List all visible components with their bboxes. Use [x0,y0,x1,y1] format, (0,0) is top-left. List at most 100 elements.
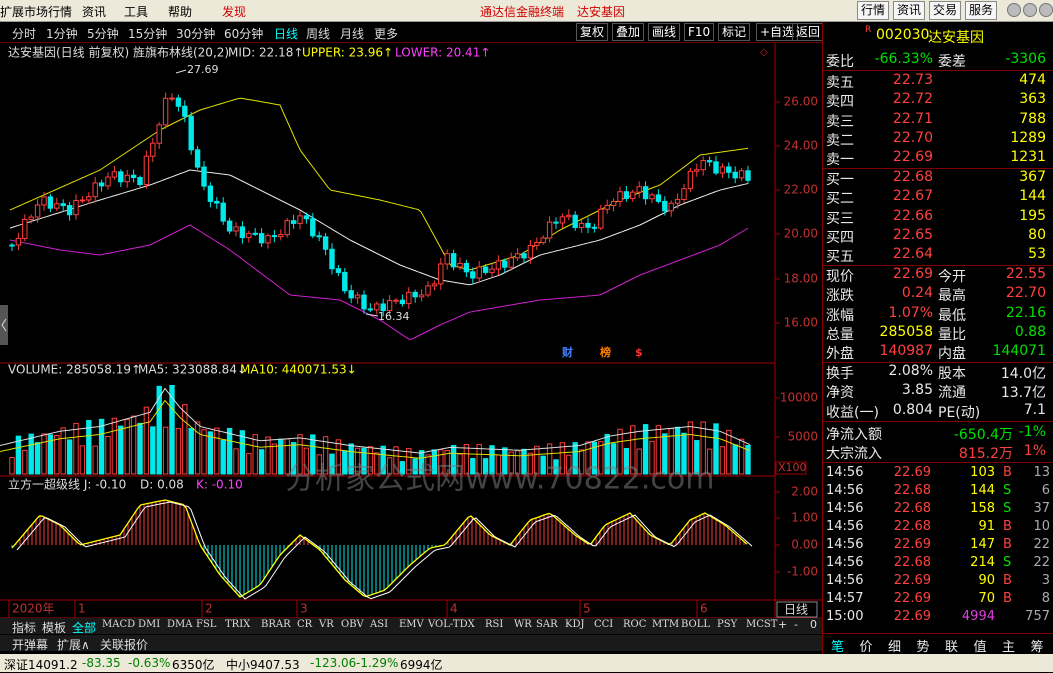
tool-button[interactable]: +自选 [756,23,799,41]
indicator-tab[interactable]: PSY [717,619,738,630]
indicator-tab[interactable]: SAR [536,619,558,630]
candle-body [9,244,15,247]
price-tick-label: 16.00 [784,316,818,330]
candle-body [79,199,86,202]
candle-body [66,205,73,216]
candle-body [303,215,310,220]
window-control[interactable] [1039,3,1053,17]
trade-side: B [1003,573,1012,588]
period-button[interactable]: 1分钟 [46,27,78,41]
field-value: 140987 [879,343,933,360]
candle-body [28,216,34,220]
indicator-tab[interactable]: 指标 [12,621,37,635]
candle-body [367,308,374,311]
candle-body [425,285,431,296]
candle-body [265,235,271,244]
menu-item[interactable]: 扩展市场行情 [0,5,73,19]
indicator-tab[interactable]: WR [514,619,532,630]
window-control[interactable] [1007,3,1021,17]
candle-body [674,198,681,204]
zoom-control[interactable]: - [794,618,798,631]
bottom-tab[interactable]: 开弹幕 [12,638,49,652]
indicator-tab[interactable]: DMA [167,619,193,630]
indicator-tab[interactable]: 模板 [42,621,67,635]
period-button[interactable]: 60分钟 [224,27,264,41]
tool-button[interactable]: 画线 [648,23,681,41]
candle-body [655,194,662,202]
indicator-tab[interactable]: BOLL [681,619,711,630]
tool-button[interactable]: F10 [684,23,715,41]
bid-price: 22.67 [892,188,933,205]
indicator-tab[interactable]: DMI [138,619,161,630]
zoom-control[interactable]: + [778,618,788,631]
ask-volume: 1289 [1010,129,1046,146]
candle-body [226,220,233,232]
indicator-tab[interactable]: 全部 [72,621,97,635]
menu-item[interactable]: 工具 [124,5,149,19]
volume-bar [745,444,751,475]
mid-label: MID: 22.18↑ [228,46,303,60]
tool-button[interactable]: 复权 [576,23,609,41]
trade-time: 14:56 [826,573,864,588]
separator [823,462,1053,463]
candle-body [380,303,386,312]
menu-button[interactable]: 行情 [857,1,890,20]
menu-button[interactable]: 服务 [965,1,998,20]
indicator-tab[interactable]: VOL-TDX [428,619,475,630]
quote-tab[interactable]: 联 [945,640,959,655]
field-label: 内盘 [938,346,966,363]
period-button[interactable]: 周线 [306,27,331,41]
indicator-tab[interactable]: RSI [485,619,504,630]
indicator-tab[interactable]: KDJ [565,619,585,630]
quote-tab[interactable]: 势 [916,640,930,655]
period-button[interactable]: 30分钟 [176,27,216,41]
period-button[interactable]: 月线 [340,27,365,41]
trade-price: 22.69 [893,591,931,606]
indicator-tab[interactable]: MTM [652,619,680,630]
indicator-tab[interactable]: EMV [399,619,424,630]
quote-tab[interactable]: 值 [973,640,987,655]
bid-label: 买二 [826,191,854,208]
period-button[interactable]: 分时 [12,27,37,41]
window-control[interactable] [1023,3,1037,17]
ask-price: 22.73 [892,72,933,88]
tool-button[interactable]: 标记 [718,23,751,41]
period-button[interactable]: 5分钟 [87,27,119,41]
indicator-tab[interactable]: OBV [341,619,364,630]
indicator-tab[interactable]: MCST [746,619,778,630]
tool-button[interactable]: 返回 [792,23,825,41]
zoom-control[interactable]: 0 [810,618,817,631]
indicator-tab[interactable]: FSL [196,619,217,630]
quote-tab[interactable]: 主 [1002,640,1016,655]
menu-item[interactable]: 资讯 [82,5,107,19]
quote-tab[interactable]: 筹 [1030,640,1044,655]
candle-body [553,221,559,224]
indicator-tab[interactable]: ROC [623,619,647,630]
volume-bar [527,452,534,475]
indicator-tab[interactable]: TRIX [225,619,251,630]
indicator-tab[interactable]: ASI [370,619,389,630]
ask-label: 卖三 [826,113,854,130]
indicator-tab[interactable]: BRAR [261,619,291,630]
bottom-tab[interactable]: 扩展∧ [57,638,90,652]
menu-item[interactable]: 发现 [222,5,247,19]
period-button[interactable]: 15分钟 [128,27,168,41]
tool-button[interactable]: 叠加 [612,23,645,41]
menu-button[interactable]: 交易 [929,1,962,20]
indicator-tab[interactable]: VR [319,619,334,630]
quote-tab[interactable]: 价 [859,640,873,655]
quote-tab[interactable]: 细 [888,640,902,655]
bottom-tab[interactable]: 关联报价 [100,638,149,652]
period-button[interactable]: 更多 [374,27,399,41]
candle-body [86,196,92,201]
indicator-tab[interactable]: CCI [594,619,614,630]
menu-item[interactable]: 帮助 [168,5,193,19]
candle-body [745,170,751,181]
menu-button[interactable]: 资讯 [893,1,926,20]
indicator-tab[interactable]: MACD [102,619,136,630]
candle-body [22,218,28,239]
indicator-tab[interactable]: CR [297,619,313,630]
period-button[interactable]: 日线 [274,27,299,41]
quote-tab[interactable]: 笔 [831,640,845,655]
